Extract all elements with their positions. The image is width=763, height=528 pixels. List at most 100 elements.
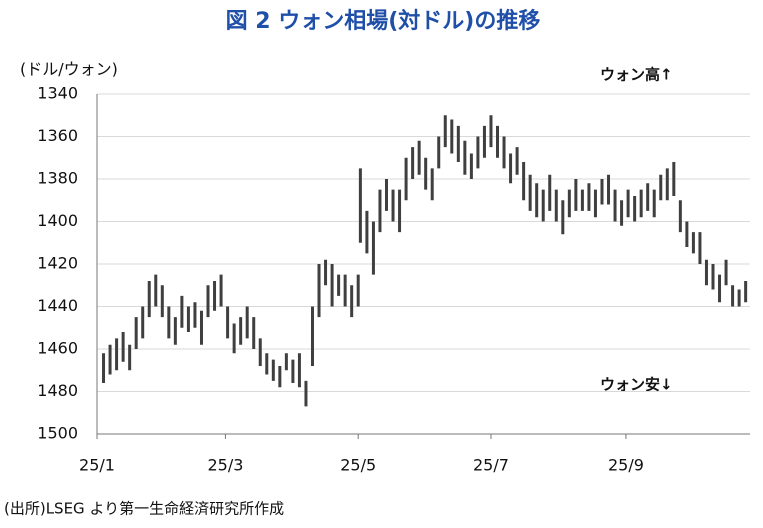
range-bar xyxy=(430,168,434,201)
range-bar xyxy=(580,189,584,211)
x-tick-label: 25/7 xyxy=(473,456,509,475)
range-bar xyxy=(515,147,519,175)
y-tick-label: 1440 xyxy=(37,296,78,315)
range-bar xyxy=(613,189,617,222)
range-bar xyxy=(691,232,695,254)
range-bar xyxy=(502,136,506,169)
range-bar xyxy=(398,189,402,233)
range-bar xyxy=(337,274,341,296)
y-tick-label: 1360 xyxy=(37,126,78,145)
y-tick-label: 1460 xyxy=(37,339,78,358)
range-bar xyxy=(391,189,395,222)
range-bar xyxy=(567,189,571,218)
chart-title: 図 2 ウォン相場(対ドル)の推移 xyxy=(226,8,541,34)
range-bar xyxy=(324,259,328,286)
x-tick-label: 25/3 xyxy=(207,456,243,475)
range-bar xyxy=(108,344,112,375)
range-bar xyxy=(160,285,164,318)
range-bar xyxy=(343,274,347,307)
range-bar xyxy=(271,359,275,381)
range-bar xyxy=(304,380,308,407)
source-note: (出所)LSEG より第一生命経済研究所作成 xyxy=(4,500,284,518)
x-tick-label: 25/9 xyxy=(608,456,644,475)
range-bar xyxy=(704,259,708,286)
x-tick-label: 25/5 xyxy=(340,456,376,475)
range-bar xyxy=(356,274,360,307)
range-bar xyxy=(469,153,473,179)
range-bar xyxy=(219,274,223,307)
range-bar xyxy=(258,338,262,366)
range-bar xyxy=(134,317,138,349)
range-bar xyxy=(206,285,210,318)
range-bar xyxy=(245,306,249,339)
range-bar xyxy=(350,285,354,318)
range-bar xyxy=(535,183,539,218)
range-bar xyxy=(358,168,362,243)
range-bar xyxy=(665,168,669,201)
range-bar xyxy=(424,157,428,190)
range-bar xyxy=(232,323,236,354)
range-bar xyxy=(443,115,447,148)
range-bar xyxy=(744,281,748,303)
range-bar xyxy=(417,140,421,175)
y-tick-label: 1420 xyxy=(37,254,78,273)
range-bar xyxy=(711,264,715,290)
range-bar xyxy=(384,179,388,211)
y-tick-label: 1380 xyxy=(37,169,78,188)
y-tick-label: 1340 xyxy=(37,84,78,103)
range-bar xyxy=(672,162,676,196)
range-bar xyxy=(411,147,415,179)
range-bar xyxy=(685,221,689,247)
range-bar xyxy=(646,183,650,211)
range-bar xyxy=(199,310,203,345)
range-bar xyxy=(548,174,552,211)
range-bar xyxy=(173,317,177,345)
range-bar xyxy=(476,136,480,169)
range-bar xyxy=(607,174,611,205)
range-bar xyxy=(226,306,230,339)
range-bar xyxy=(554,189,558,222)
y-axis-label: (ドル/ウォン) xyxy=(20,60,118,79)
range-bar xyxy=(678,200,682,233)
range-bar xyxy=(522,162,526,201)
range-bar xyxy=(731,285,735,307)
range-bar xyxy=(528,174,532,211)
range-bar xyxy=(600,179,604,205)
range-bar xyxy=(620,200,624,226)
range-bar xyxy=(186,306,190,332)
range-bar xyxy=(284,353,288,371)
range-bar xyxy=(463,140,467,175)
annotation: ウォン高↑ xyxy=(600,66,673,84)
range-bar xyxy=(365,210,369,254)
range-bar xyxy=(154,274,158,307)
range-bar xyxy=(456,125,460,162)
range-bar xyxy=(574,179,578,211)
y-tick-label: 1480 xyxy=(37,381,78,400)
range-bar xyxy=(317,264,321,318)
range-bar xyxy=(593,189,597,218)
range-bar xyxy=(437,136,441,169)
range-bar xyxy=(509,153,513,184)
range-bar xyxy=(291,359,295,383)
range-bar xyxy=(115,338,119,371)
range-bar xyxy=(633,196,637,222)
range-bar xyxy=(659,174,663,201)
range-bar xyxy=(541,189,545,222)
range-bar xyxy=(167,306,171,339)
range-bar xyxy=(724,259,728,286)
range-bar xyxy=(141,306,145,339)
range-bar xyxy=(102,353,106,383)
range-bar xyxy=(652,189,656,218)
range-bar xyxy=(561,200,565,235)
annotation: ウォン安↓ xyxy=(600,376,673,394)
range-bar xyxy=(587,183,591,211)
range-bar xyxy=(482,125,486,158)
x-tick-label: 25/1 xyxy=(79,456,115,475)
range-bar xyxy=(489,115,493,148)
range-bar xyxy=(147,281,151,318)
range-bar xyxy=(698,232,702,264)
range-bar xyxy=(378,189,382,233)
range-bar xyxy=(193,302,197,328)
range-bar xyxy=(626,189,630,218)
